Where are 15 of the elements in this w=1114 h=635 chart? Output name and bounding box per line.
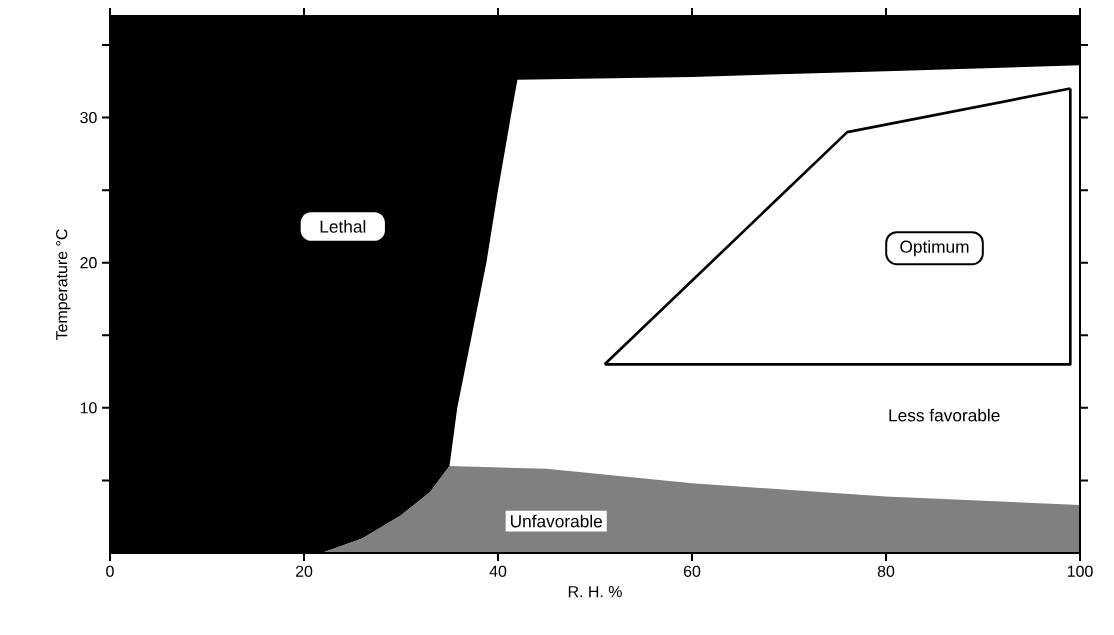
x-axis-title: R. H. % bbox=[568, 586, 622, 598]
annotation: Less favorable bbox=[889, 408, 1000, 422]
x-tick-label: 60 bbox=[683, 565, 701, 577]
x-tick-label: 0 bbox=[106, 565, 114, 577]
y-tick-label: 30 bbox=[80, 111, 97, 124]
annotation: Lethal bbox=[320, 220, 366, 233]
annotation: Unfavorable bbox=[510, 514, 602, 528]
y-tick-label: 10 bbox=[80, 402, 97, 414]
x-tick-label: 100 bbox=[1067, 565, 1093, 577]
x-tick-label: 20 bbox=[295, 565, 313, 577]
y-tick-label: 20 bbox=[80, 257, 97, 269]
x-tick-label: 80 bbox=[877, 565, 895, 577]
y-axis-title: Temperature °C bbox=[56, 229, 71, 341]
annotation: Optimum bbox=[900, 240, 969, 257]
x-tick-label: 40 bbox=[489, 565, 507, 577]
